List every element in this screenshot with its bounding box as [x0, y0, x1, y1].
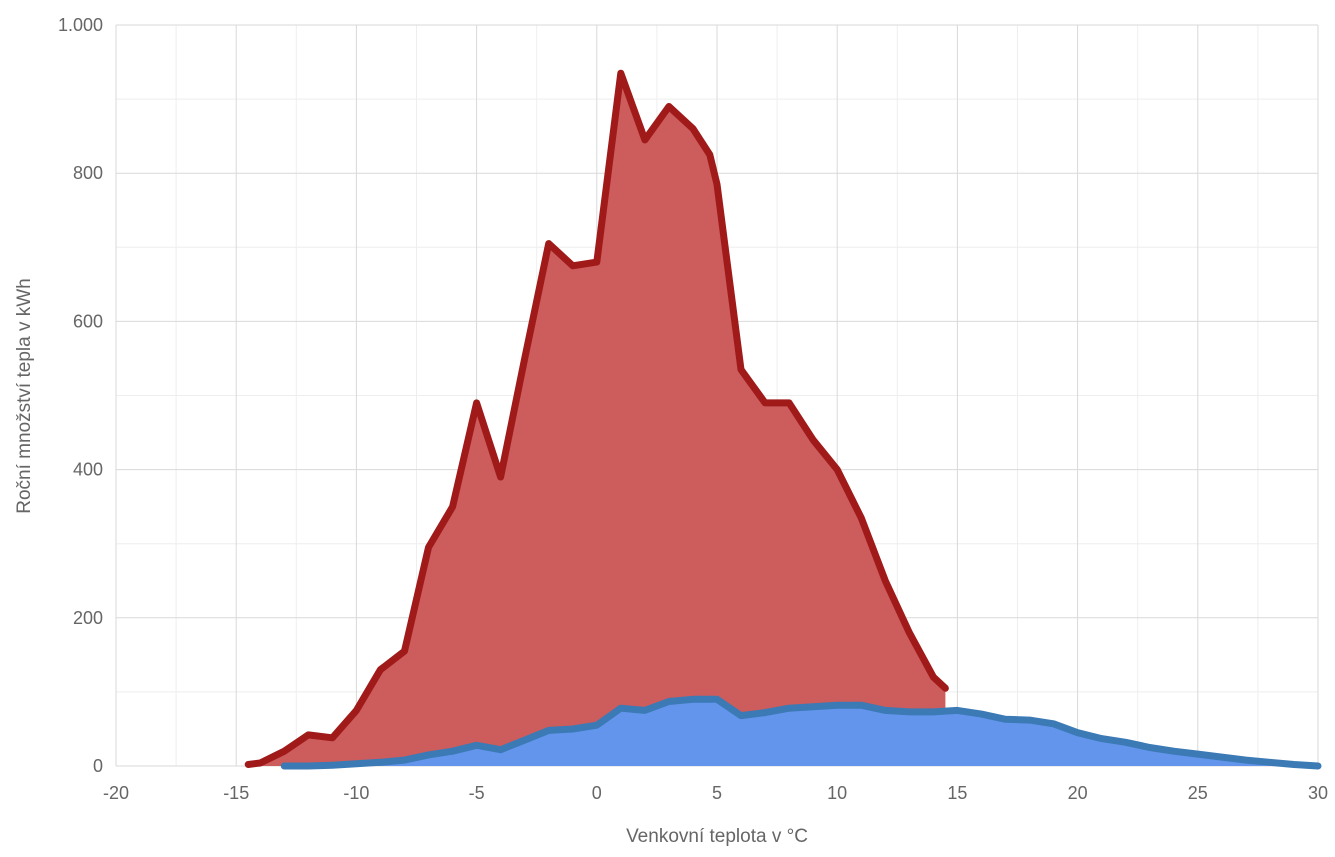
x-tick-label: -10: [343, 783, 369, 803]
x-tick-label: 0: [592, 783, 602, 803]
y-tick-label: 200: [73, 608, 103, 628]
x-tick-label: 20: [1068, 783, 1088, 803]
x-tick-label: 10: [827, 783, 847, 803]
area-series-red: [248, 73, 946, 766]
x-axis-title: Venkovní teplota v °C: [626, 826, 808, 847]
x-tick-label: 5: [712, 783, 722, 803]
x-tick-label: 30: [1308, 783, 1328, 803]
area-series-blue-edge: [280, 695, 1322, 770]
y-tick-label: 1.000: [58, 15, 103, 35]
x-tick-label: 15: [947, 783, 967, 803]
x-tick-label: -5: [469, 783, 485, 803]
y-axis-ticks: 0 200 400 600 800 1.000: [58, 15, 103, 776]
y-tick-label: 800: [73, 163, 103, 183]
y-tick-label: 600: [73, 311, 103, 331]
x-tick-label: -15: [223, 783, 249, 803]
x-axis-ticks: -20 -15 -10 -5 0 5 10 15 20 25 30: [103, 783, 1328, 803]
series-areas: [244, 69, 1322, 770]
y-tick-label: 400: [73, 460, 103, 480]
area-series-red-edge: [244, 69, 949, 768]
y-tick-label: 0: [93, 756, 103, 776]
x-tick-label: -20: [103, 783, 129, 803]
y-axis-title: Roční množství tepla v kWh: [14, 278, 35, 513]
x-tick-label: 25: [1188, 783, 1208, 803]
area-series-blue: [284, 699, 1318, 766]
